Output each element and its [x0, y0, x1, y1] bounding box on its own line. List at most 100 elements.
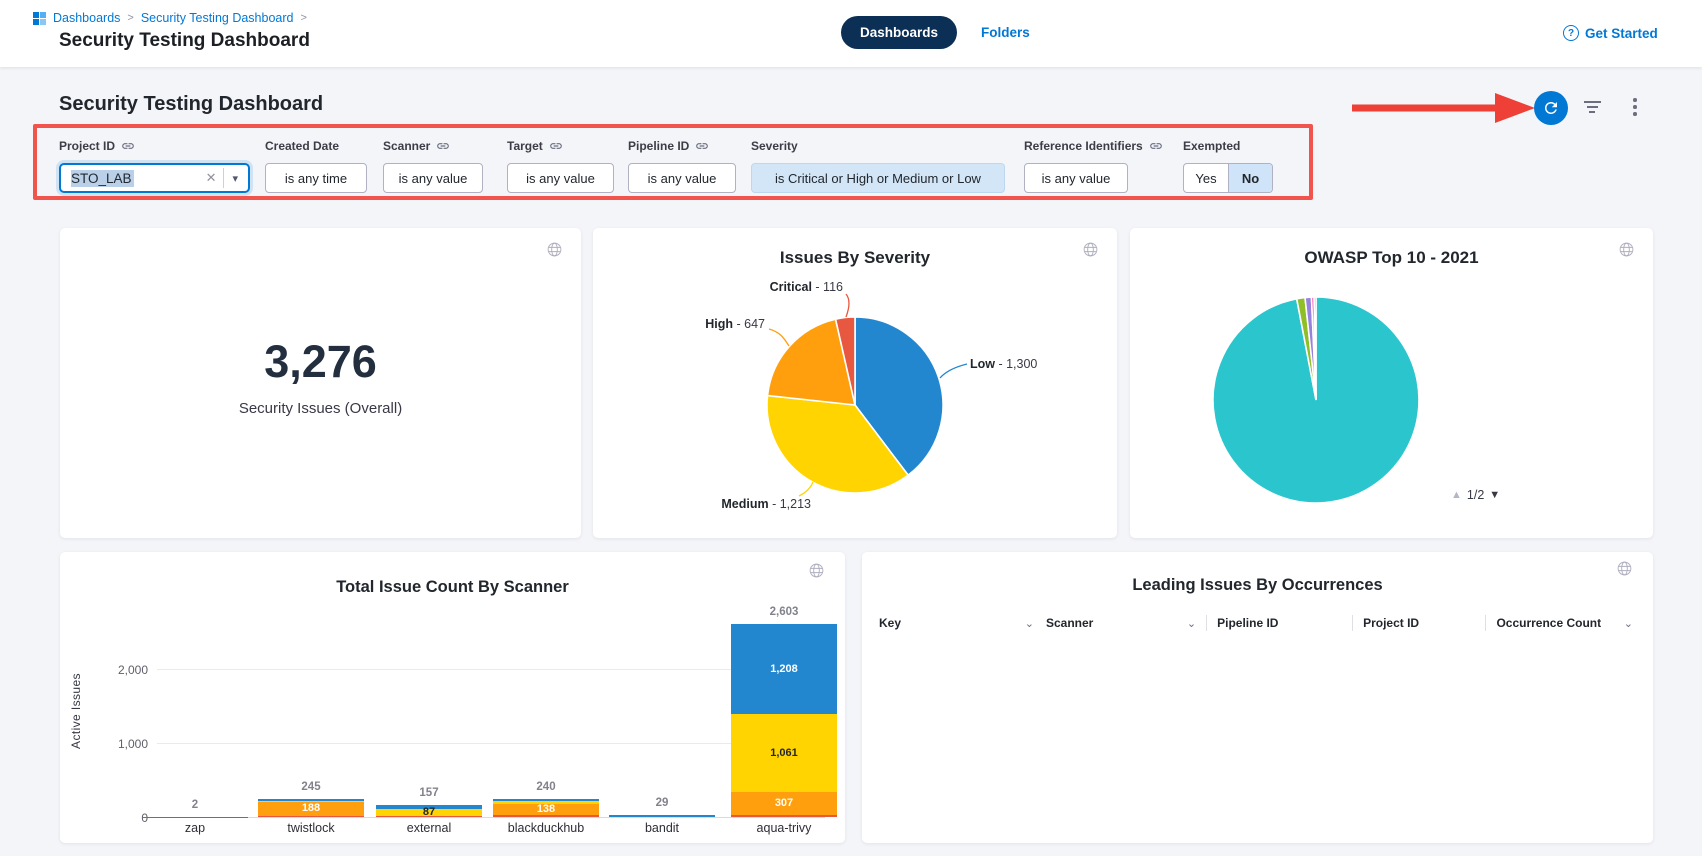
bar-segment-critical: [731, 815, 837, 817]
page-indicator: 1/2: [1467, 488, 1484, 502]
bar-plot: 01,0002,000218824587157138240291,2081,06…: [60, 607, 845, 818]
bar-category-label: zap: [135, 821, 255, 835]
owasp-pie: [1130, 228, 1653, 538]
dashboard-filter-icon[interactable]: [1583, 101, 1601, 116]
bar-aqua-trivy: 1,2081,061307: [731, 624, 837, 817]
owasp-chart-title: OWASP Top 10 - 2021: [1130, 248, 1653, 268]
column-header-pipeline-id: Pipeline ID: [1206, 615, 1352, 631]
link-icon: [121, 139, 135, 153]
filter-pipeline-id: Pipeline ID is any value: [628, 138, 736, 193]
pie-leader-line: [799, 482, 813, 496]
card-security-issues-overall: 3,276 Security Issues (Overall): [60, 228, 581, 538]
bar-segment-value: 188: [258, 802, 364, 816]
bar-segment-medium: 1,061: [731, 714, 837, 793]
chevron-down-icon[interactable]: ▾: [224, 172, 242, 185]
target-value-button[interactable]: is any value: [507, 163, 614, 193]
sort-chevron-icon: ⌄: [1025, 617, 1034, 630]
annotation-arrow: [1352, 92, 1538, 124]
bar-total-label: 157: [379, 787, 479, 799]
breadcrumb-separator: >: [300, 12, 306, 24]
get-started-link[interactable]: ? Get Started: [1563, 25, 1658, 41]
severity-chart-title: Issues By Severity: [593, 248, 1117, 268]
filter-label-project-id: Project ID: [59, 139, 115, 153]
link-icon: [695, 139, 709, 153]
bar-category-label: blackduckhub: [486, 821, 606, 835]
occurrences-header: Key⌄Scanner⌄Pipeline IDProject IDOccurre…: [877, 610, 1643, 636]
filter-label-exempted: Exempted: [1183, 139, 1240, 153]
bar-total-label: 240: [496, 781, 596, 793]
bar-category-label: aqua-trivy: [724, 821, 844, 835]
tab-dashboards[interactable]: Dashboards: [841, 16, 957, 49]
created-date-value-button[interactable]: is any time: [265, 163, 367, 193]
filter-target: Target is any value: [507, 138, 614, 193]
bar-twistlock: 188: [258, 799, 364, 817]
refresh-icon: [1542, 99, 1560, 117]
link-icon: [549, 139, 563, 153]
bar-total-label: 29: [612, 797, 712, 809]
column-header-project-id: Project ID: [1352, 615, 1485, 631]
project-id-combobox[interactable]: STO_LAB ✕ ▾: [59, 163, 250, 193]
globe-icon[interactable]: [1618, 241, 1635, 263]
severity-pie: Low - 1,300Medium - 1,213High - 647Criti…: [593, 228, 1117, 538]
breadcrumb-separator: >: [127, 12, 133, 24]
filter-severity: Severity is Critical or High or Medium o…: [751, 138, 1005, 193]
breadcrumb-current-dashboard[interactable]: Security Testing Dashboard: [141, 11, 294, 25]
bar-segment-value: 1,061: [731, 714, 837, 793]
filter-label-severity: Severity: [751, 139, 798, 153]
filter-label-created-date: Created Date: [265, 139, 339, 153]
globe-icon[interactable]: [1616, 560, 1633, 582]
page-up-icon[interactable]: ▲: [1451, 489, 1462, 501]
bar-segment-critical: [258, 816, 364, 817]
column-label: Scanner: [1046, 616, 1093, 630]
pipeline-id-value-button[interactable]: is any value: [628, 163, 736, 193]
globe-icon[interactable]: [1082, 241, 1099, 263]
bar-total-label: 245: [261, 781, 361, 793]
severity-value-chip[interactable]: is Critical or High or Medium or Low: [751, 163, 1005, 193]
tabs: Dashboards Folders: [841, 16, 1030, 49]
bar-bandit: [609, 815, 715, 817]
bar-category-label: bandit: [602, 821, 722, 835]
bar-segment-value: 307: [731, 792, 837, 815]
scanner-value-button[interactable]: is any value: [383, 163, 483, 193]
column-header-occurrence-count[interactable]: Occurrence Count ⌄: [1485, 615, 1643, 631]
project-id-value: STO_LAB: [71, 170, 134, 187]
more-options-icon[interactable]: [1633, 98, 1637, 119]
exempted-option-no[interactable]: No: [1228, 164, 1272, 192]
breadcrumb-dashboards[interactable]: Dashboards: [53, 11, 120, 25]
bar-category-label: external: [369, 821, 489, 835]
occurrences-table-title: Leading Issues By Occurrences: [862, 576, 1653, 595]
page-title: Security Testing Dashboard: [59, 30, 310, 52]
column-label: Project ID: [1363, 616, 1419, 630]
pie-leader-line: [769, 329, 789, 346]
dashboard-title: Security Testing Dashboard: [59, 93, 323, 116]
exempted-option-yes[interactable]: Yes: [1184, 164, 1228, 192]
column-header-key[interactable]: Key⌄: [877, 615, 1044, 631]
pie-leader-line: [846, 294, 849, 317]
filter-label-pipeline-id: Pipeline ID: [628, 139, 689, 153]
page-down-icon[interactable]: ▼: [1489, 489, 1500, 501]
column-header-scanner[interactable]: Scanner⌄: [1044, 615, 1206, 631]
get-started-label: Get Started: [1585, 26, 1658, 41]
column-label: Pipeline ID: [1217, 616, 1278, 630]
tab-folders[interactable]: Folders: [981, 25, 1030, 40]
metric-value: 3,276: [60, 336, 581, 388]
column-label: Occurrence Count: [1496, 616, 1601, 630]
help-icon: ?: [1563, 25, 1579, 41]
breadcrumb: Dashboards > Security Testing Dashboard …: [33, 11, 307, 25]
sort-chevron-icon: ⌄: [1624, 617, 1633, 630]
refresh-button[interactable]: [1534, 91, 1568, 125]
globe-icon[interactable]: [546, 241, 563, 263]
card-total-issue-count-by-scanner: Total Issue Count By Scanner Active Issu…: [60, 552, 845, 843]
filter-label-scanner: Scanner: [383, 139, 430, 153]
link-icon: [436, 139, 450, 153]
pie-leader-line: [940, 364, 967, 378]
bar-segment-high: 188: [258, 802, 364, 816]
y-tick-label: 2,000: [60, 663, 148, 677]
clear-icon[interactable]: ✕: [199, 170, 224, 186]
owasp-pagination: ▲ 1/2 ▼: [1451, 488, 1500, 502]
reference-identifiers-value-button[interactable]: is any value: [1024, 163, 1128, 193]
globe-icon[interactable]: [808, 562, 825, 584]
gridline: [157, 669, 825, 670]
bar-xlabels: zaptwistlockexternalblackduckhubbanditaq…: [60, 821, 845, 837]
pie-callout-critical: Critical - 116: [770, 280, 843, 294]
